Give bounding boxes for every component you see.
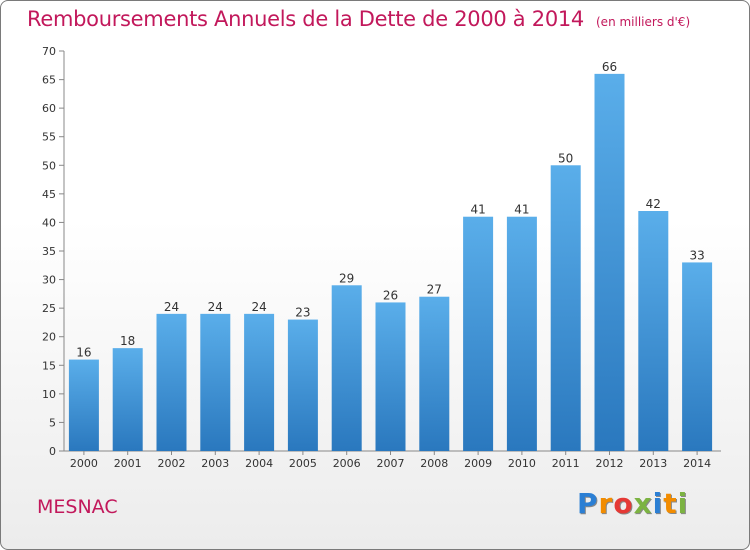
chart-unit: (en milliers d'€) xyxy=(596,15,691,29)
bar-value-label: 41 xyxy=(470,203,485,217)
bar xyxy=(244,313,275,451)
y-tick-label: 0 xyxy=(49,445,56,458)
bar xyxy=(550,165,581,452)
x-tick-label: 2011 xyxy=(552,457,580,470)
x-tick-label: 2010 xyxy=(508,457,536,470)
y-tick-label: 50 xyxy=(42,159,56,172)
x-tick-label: 2013 xyxy=(639,457,667,470)
logo-letter: i xyxy=(652,487,664,520)
bar xyxy=(331,285,362,451)
logo-letter: x xyxy=(633,487,653,520)
x-tick-label: 2006 xyxy=(333,457,361,470)
y-tick-label: 40 xyxy=(42,216,56,229)
x-tick-label: 2002 xyxy=(158,457,186,470)
logo-letter: r xyxy=(598,487,614,520)
y-tick-label: 30 xyxy=(42,274,56,287)
y-tick-label: 70 xyxy=(42,45,56,58)
bar xyxy=(68,359,99,451)
bar-value-label: 66 xyxy=(602,60,617,74)
bar-value-label: 41 xyxy=(514,203,529,217)
bar-value-label: 42 xyxy=(646,197,661,211)
logo-letter: o xyxy=(613,487,634,520)
y-tick-label: 45 xyxy=(42,188,56,201)
y-tick-label: 65 xyxy=(42,74,56,87)
bar xyxy=(594,73,625,451)
logo-letter: P xyxy=(577,487,599,520)
bar xyxy=(419,296,450,451)
y-tick-label: 35 xyxy=(42,245,56,258)
x-tick-label: 2001 xyxy=(114,457,142,470)
bar-value-label: 24 xyxy=(164,300,179,314)
y-tick-label: 55 xyxy=(42,131,56,144)
bar xyxy=(156,313,187,451)
bar-value-label: 50 xyxy=(558,151,573,165)
bar-value-label: 27 xyxy=(427,283,442,297)
bar xyxy=(463,216,494,451)
logo-letter: i xyxy=(677,487,689,520)
logo-letter: t xyxy=(663,487,678,520)
x-tick-label: 2012 xyxy=(596,457,624,470)
proxiti-logo: Proxiti xyxy=(577,487,688,520)
bar xyxy=(506,216,537,451)
x-tick-label: 2003 xyxy=(201,457,229,470)
y-tick-label: 60 xyxy=(42,102,56,115)
x-tick-label: 2014 xyxy=(683,457,711,470)
bar-value-label: 23 xyxy=(295,306,310,320)
chart-title-text: Remboursements Annuels de la Dette de 20… xyxy=(27,7,584,31)
bar-value-label: 26 xyxy=(383,288,398,302)
y-tick-label: 25 xyxy=(42,302,56,315)
bar xyxy=(287,319,318,451)
bar-value-label: 33 xyxy=(689,248,704,262)
bar-value-label: 18 xyxy=(120,334,135,348)
bar xyxy=(112,348,143,451)
x-tick-label: 2000 xyxy=(70,457,98,470)
x-tick-label: 2004 xyxy=(245,457,273,470)
y-tick-label: 5 xyxy=(49,416,56,429)
bar-value-label: 16 xyxy=(76,346,91,360)
x-tick-label: 2005 xyxy=(289,457,317,470)
commune-name: MESNAC xyxy=(37,496,118,518)
y-tick-label: 20 xyxy=(42,331,56,344)
x-tick-label: 2009 xyxy=(464,457,492,470)
chart-title: Remboursements Annuels de la Dette de 20… xyxy=(27,7,690,31)
y-tick-label: 15 xyxy=(42,359,56,372)
bar xyxy=(638,211,669,451)
y-tick-label: 10 xyxy=(42,388,56,401)
bar xyxy=(200,313,231,451)
bar-value-label: 24 xyxy=(251,300,266,314)
bar xyxy=(682,262,713,451)
bar-value-label: 29 xyxy=(339,271,354,285)
bar xyxy=(375,302,406,451)
x-tick-label: 2007 xyxy=(377,457,405,470)
x-tick-label: 2008 xyxy=(420,457,448,470)
bar-value-label: 24 xyxy=(208,300,223,314)
